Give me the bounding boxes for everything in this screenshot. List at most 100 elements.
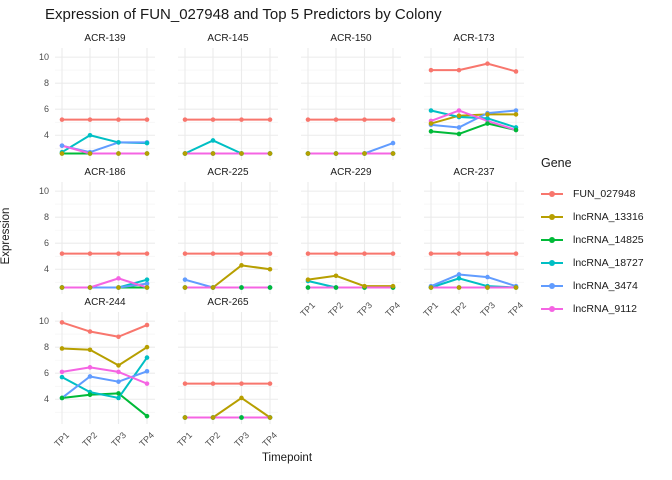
facet-panel-ACR-237	[424, 182, 524, 294]
series-line-lncRNA_14825	[61, 392, 148, 418]
facet-panel-ACR-186	[55, 182, 155, 294]
y-axis-title: Expression	[0, 207, 12, 265]
legend-label: lncRNA_14825	[573, 233, 644, 246]
y-tick-label: 4	[43, 264, 49, 275]
series-points-lncRNA_13316	[182, 263, 273, 290]
facet-strip-ACR-265: ACR-265	[207, 297, 249, 308]
series-line-lncRNA_9112	[61, 366, 148, 385]
series-points-lncRNA_13316	[428, 112, 519, 126]
series-points-FUN_027948	[428, 251, 519, 256]
facet-panel-ACR-265	[178, 312, 278, 424]
x-tick-label: TP3	[108, 430, 128, 449]
y-tick-label: 6	[43, 104, 49, 115]
legend-key-icon	[541, 189, 563, 199]
y-tick-label: 8	[43, 212, 49, 223]
facet-strip-ACR-145: ACR-145	[207, 33, 249, 44]
series-line-FUN_027948	[430, 62, 517, 73]
y-tick-label: 10	[38, 52, 49, 63]
y-tick-label: 4	[43, 394, 49, 405]
legend-item-lncRNA_13316: lncRNA_13316	[541, 205, 644, 228]
series-line-lncRNA_9112	[61, 277, 148, 289]
facet-panel-ACR-150	[301, 48, 401, 160]
series-points-FUN_027948	[59, 251, 150, 256]
facet-panel-ACR-225	[178, 182, 278, 294]
legend-key-icon	[541, 235, 563, 245]
series-line-lncRNA_13316	[184, 396, 271, 419]
series-line-lncRNA_9112	[430, 109, 517, 132]
series-line-lncRNA_13316	[307, 274, 394, 288]
facet-strip-ACR-229: ACR-229	[330, 167, 372, 178]
gridlines	[55, 182, 155, 294]
legend-title: Gene	[541, 156, 572, 170]
y-tick-label: 10	[38, 186, 49, 197]
facet-strip-ACR-186: ACR-186	[84, 167, 126, 178]
facet-strip-ACR-173: ACR-173	[453, 33, 495, 44]
series-points-lncRNA_13316	[182, 151, 273, 156]
legend-items: FUN_027948 lncRNA_13316 lncRNA_14825 lncRNA…	[541, 182, 644, 320]
x-tick-label: TP4	[506, 300, 526, 319]
x-tick-label: TP1	[52, 430, 72, 449]
x-tick-label: TP1	[175, 430, 195, 449]
facet-strip-ACR-139: ACR-139	[84, 33, 126, 44]
legend-item-FUN_027948: FUN_027948	[541, 182, 644, 205]
legend-item-lncRNA_18727: lncRNA_18727	[541, 251, 644, 274]
series-line-lncRNA_3474	[430, 109, 517, 129]
series-points-lncRNA_13316	[305, 273, 396, 289]
gridlines	[178, 48, 278, 160]
legend-label: lncRNA_13316	[573, 210, 644, 223]
y-tick-label: 8	[43, 78, 49, 89]
legend-item-lncRNA_9112: lncRNA_9112	[541, 297, 644, 320]
series-line-lncRNA_18727	[430, 109, 517, 129]
series-points-lncRNA_14825	[428, 121, 519, 137]
series-points-FUN_027948	[59, 117, 150, 122]
series-points-FUN_027948	[182, 117, 273, 122]
gridlines	[301, 182, 401, 294]
legend-label: FUN_027948	[573, 187, 636, 200]
facet-strip-ACR-225: ACR-225	[207, 167, 249, 178]
series-points-lncRNA_14825	[59, 391, 150, 419]
facet-panel-ACR-139	[55, 48, 155, 160]
x-tick-label: TP1	[421, 300, 441, 319]
series-points-lncRNA_9112	[59, 365, 150, 386]
gridlines	[424, 182, 524, 294]
x-tick-label: TP4	[383, 300, 403, 319]
x-tick-label: TP3	[354, 300, 374, 319]
legend-item-lncRNA_3474: lncRNA_3474	[541, 274, 644, 297]
facet-panel-ACR-145	[178, 48, 278, 160]
series-points-FUN_027948	[428, 61, 519, 74]
y-tick-label: 10	[38, 316, 49, 327]
legend-label: lncRNA_9112	[573, 302, 638, 315]
y-tick-label: 8	[43, 342, 49, 353]
series-line-FUN_027948	[61, 321, 148, 338]
chart-title: Expression of FUN_027948 and Top 5 Predi…	[45, 6, 442, 23]
facet-panel-ACR-244	[55, 312, 155, 424]
facet-panel-ACR-229	[301, 182, 401, 294]
legend-label: lncRNA_3474	[573, 279, 638, 292]
series-line-lncRNA_18727	[184, 139, 271, 155]
gridlines	[424, 48, 524, 160]
series-line-lncRNA_3474	[61, 370, 148, 399]
series-points-lncRNA_13316	[428, 285, 519, 290]
legend-label: lncRNA_18727	[573, 256, 644, 269]
gridlines	[301, 48, 401, 160]
series-line-lncRNA_13316	[61, 346, 148, 367]
series-line-lncRNA_14825	[430, 122, 517, 135]
facet-panel-ACR-173	[424, 48, 524, 160]
legend-key-icon	[541, 212, 563, 222]
series-line-lncRNA_9112	[61, 144, 148, 155]
legend-item-lncRNA_14825: lncRNA_14825	[541, 228, 644, 251]
x-tick-label: TP4	[137, 430, 157, 449]
x-tick-label: TP3	[477, 300, 497, 319]
legend-key-icon	[541, 281, 563, 291]
series-points-FUN_027948	[305, 117, 396, 122]
x-tick-label: TP2	[449, 300, 469, 319]
series-points-FUN_027948	[182, 381, 273, 386]
y-tick-label: 6	[43, 368, 49, 379]
series-line-lncRNA_3474	[430, 273, 517, 288]
x-tick-label: TP2	[326, 300, 346, 319]
series-points-lncRNA_13316	[59, 285, 150, 290]
series-points-lncRNA_13316	[59, 344, 150, 368]
x-tick-label: TP2	[203, 430, 223, 449]
series-points-FUN_027948	[182, 251, 273, 256]
